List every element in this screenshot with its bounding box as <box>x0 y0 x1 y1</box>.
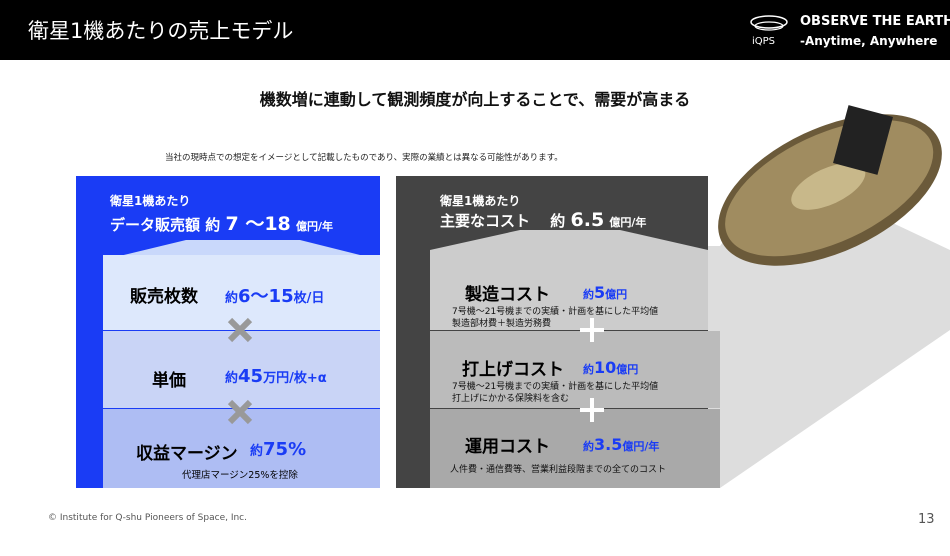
tagline: OBSERVE THE EARTH <box>800 14 950 29</box>
revenue-heading: 衛星1機あたり <box>110 194 191 208</box>
unit: 枚/日 <box>293 291 325 306</box>
amount: 75% <box>263 439 307 460</box>
revenue-total: データ販売額 約 7 〜18 億円/年 <box>110 209 333 236</box>
prefix: 約 <box>225 371 239 386</box>
header-bar <box>0 0 950 60</box>
tagline: -Anytime, Anywhere <box>800 34 938 48</box>
headline: 機数増に連動して観測頻度が向上することで、需要が高まる <box>259 90 691 109</box>
row-value: 約75% <box>250 439 306 460</box>
cost-total: 主要なコスト 約 6.5 億円/年 <box>440 209 646 231</box>
value-part: 3.5 <box>594 435 623 454</box>
value-part: 億円/年 <box>622 440 660 453</box>
logo-text: iQPS <box>752 36 776 47</box>
value-part: 億円 <box>605 288 628 301</box>
decoration <box>76 105 950 488</box>
row-note: 打上げにかかる保険料を含む <box>452 394 570 404</box>
row-note: 人件費・通信費等、営業利益段階までの全てのコスト <box>450 465 667 475</box>
amount: 6.5 <box>570 209 605 231</box>
amount: 45 <box>238 366 264 387</box>
row-label: 製造コスト <box>465 285 550 305</box>
label: データ販売額 <box>110 216 201 234</box>
cost-heading: 衛星1機あたり <box>440 194 521 208</box>
row-value: 約6〜15枚/日 <box>225 282 324 308</box>
row-label: 販売枚数 <box>130 287 198 307</box>
row-note: 7号機～21号機までの実績・計画を基にした平均値 <box>452 307 659 317</box>
label: 主要なコスト <box>440 212 531 230</box>
row-label: 運用コスト <box>465 437 550 457</box>
row-label: 打上げコスト <box>462 360 564 380</box>
row-label: 収益マージン <box>136 444 238 464</box>
copyright: © Institute for Q-shu Pioneers of Space,… <box>48 513 247 523</box>
value-part: 10 <box>594 358 617 377</box>
unit: 億円/年 <box>609 216 647 229</box>
slide-title: 衛星1機あたりの売上モデル <box>28 19 294 43</box>
page-number: 13 <box>918 512 935 527</box>
prefix: 約 <box>550 212 566 230</box>
row-value: 約45万円/枚+α <box>225 366 327 387</box>
value-part: 約 <box>583 288 594 301</box>
unit: 億円/年 <box>296 220 334 233</box>
value-part: 約 <box>583 440 594 453</box>
row-note: 製造部材費＋製造労務費 <box>452 319 552 329</box>
row-value: 約5億円 <box>583 283 627 302</box>
row-note: 7号機～21号機までの実績・計画を基にした平均値 <box>452 382 659 392</box>
row-note: 代理店マージン25%を控除 <box>182 470 298 481</box>
value-part: 5 <box>594 283 606 302</box>
prefix: 約 <box>250 444 264 459</box>
amount: 6〜15 <box>238 286 294 307</box>
disclaimer: 当社の現時点での想定をイメージとして記載したものであり、実際の業績とは異なる可能… <box>165 153 563 163</box>
row-value: 約3.5億円/年 <box>583 435 659 454</box>
value-part: 億円 <box>616 363 639 376</box>
row-label: 単価 <box>152 371 186 391</box>
amount: 7 〜18 <box>225 213 291 235</box>
row-value: 約10億円 <box>583 358 638 377</box>
value-part: 約 <box>583 363 594 376</box>
unit: 万円/枚+α <box>263 371 327 386</box>
prefix: 約 <box>205 216 221 234</box>
logo-mark <box>750 15 788 31</box>
prefix: 約 <box>225 291 239 306</box>
